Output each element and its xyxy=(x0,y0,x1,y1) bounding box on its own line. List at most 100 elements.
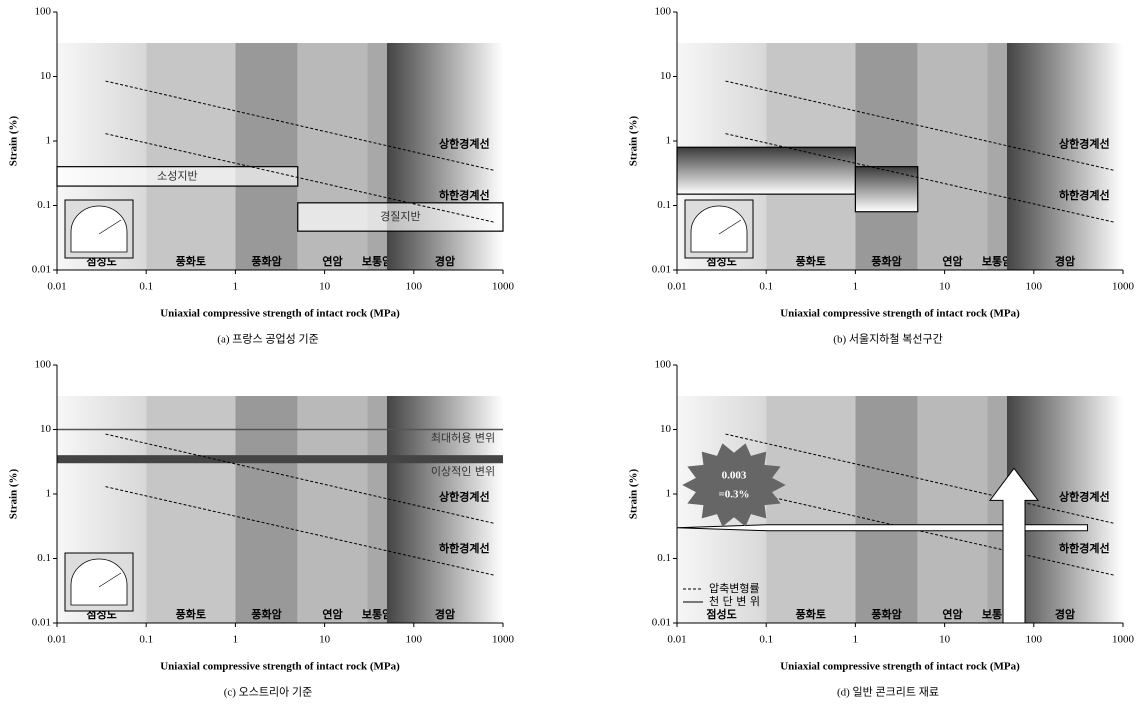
range-label: 경질지반 xyxy=(380,210,420,223)
x-axis-label: Uniaxial compressive strength of intact … xyxy=(780,308,1020,320)
x-tick-label: 0.01 xyxy=(667,634,686,646)
zone-label: 점성도 xyxy=(706,607,736,621)
x-tick-label: 10 xyxy=(319,634,331,646)
x-tick-label: 10 xyxy=(319,281,331,293)
arrow xyxy=(677,525,1088,531)
zone-label: 풍화암 xyxy=(251,254,281,268)
y-axis-label: Strain (%) xyxy=(628,115,640,166)
tunnel-shape xyxy=(71,206,127,252)
y-tick-label: 0.01 xyxy=(32,617,51,629)
callout-text: 0.003 xyxy=(722,470,747,482)
x-tick-label: 1000 xyxy=(492,281,515,293)
x-axis-label: Uniaxial compressive strength of intact … xyxy=(160,308,400,320)
zone-label: 풍화암 xyxy=(871,607,901,621)
series-label: 하한경계선 xyxy=(1059,541,1110,555)
zone xyxy=(367,43,387,270)
x-tick-label: 1 xyxy=(853,281,859,293)
zone xyxy=(1007,43,1123,270)
x-tick-label: 100 xyxy=(406,281,423,293)
series-label: 상한경계선 xyxy=(439,489,490,503)
x-tick-label: 0.01 xyxy=(667,281,686,293)
zone-label: 연암 xyxy=(322,607,342,621)
x-tick-label: 1000 xyxy=(492,634,515,646)
figure: 점성도풍화토풍화암연암보통암경암소성지반경질지반상한경계선하한경계선0.010.… xyxy=(0,0,1143,706)
y-axis-label: Strain (%) xyxy=(8,468,20,519)
tunnel-shape xyxy=(71,559,127,605)
zone xyxy=(235,43,297,270)
y-tick-label: 1 xyxy=(46,135,52,147)
range-label: 소성지반 xyxy=(157,169,197,182)
y-tick-label: 10 xyxy=(40,423,52,435)
x-axis-label: Uniaxial compressive strength of intact … xyxy=(160,661,400,673)
x-tick-label: 1 xyxy=(233,634,239,646)
x-tick-label: 0.1 xyxy=(139,634,153,646)
zone xyxy=(387,43,503,270)
caption: (b) 서울지하철 복선구간 xyxy=(833,332,942,346)
y-tick-label: 100 xyxy=(35,359,52,371)
zone xyxy=(298,43,367,270)
zone-label: 경암 xyxy=(435,607,455,621)
y-tick-label: 10 xyxy=(660,70,672,82)
y-tick-label: 0.01 xyxy=(652,264,671,276)
y-tick-label: 100 xyxy=(655,359,672,371)
zone xyxy=(918,396,987,623)
y-tick-label: 0.1 xyxy=(657,199,671,211)
caption: (a) 프랑스 공업성 기준 xyxy=(217,333,318,346)
zone xyxy=(766,396,855,623)
x-tick-label: 10 xyxy=(939,281,951,293)
zone xyxy=(146,43,235,270)
y-tick-label: 10 xyxy=(40,70,52,82)
y-tick-label: 0.1 xyxy=(37,199,51,211)
y-tick-label: 1 xyxy=(666,135,672,147)
x-tick-label: 1 xyxy=(233,281,239,293)
caption: (c) 오스트리아 기준 xyxy=(224,686,313,699)
y-tick-label: 100 xyxy=(655,6,672,18)
zone-label: 연암 xyxy=(942,254,962,268)
zone xyxy=(855,43,917,270)
x-tick-label: 0.1 xyxy=(759,281,773,293)
x-tick-label: 10 xyxy=(939,634,951,646)
series-label: 상한경계선 xyxy=(1059,489,1110,503)
series-label: 하한경계선 xyxy=(439,188,490,202)
y-axis-label: Strain (%) xyxy=(628,468,640,519)
zone xyxy=(855,396,917,623)
y-tick-label: 10 xyxy=(660,423,672,435)
x-tick-label: 0.1 xyxy=(139,281,153,293)
series-label: 상한경계선 xyxy=(1059,136,1110,150)
x-tick-label: 100 xyxy=(1026,634,1043,646)
y-tick-label: 0.01 xyxy=(652,617,671,629)
series-label: 상한경계선 xyxy=(439,136,490,150)
zone xyxy=(987,43,1007,270)
range-label: 이상적인 변위 xyxy=(431,465,495,478)
y-tick-label: 100 xyxy=(35,6,52,18)
y-axis-label: Strain (%) xyxy=(8,115,20,166)
zone-label: 연암 xyxy=(322,254,342,268)
legend-label: 천 단 변 위 xyxy=(709,594,760,608)
y-tick-label: 1 xyxy=(46,488,52,500)
range xyxy=(57,455,503,463)
callout-text: =0.3% xyxy=(718,489,749,501)
x-tick-label: 0.1 xyxy=(759,634,773,646)
x-tick-label: 1000 xyxy=(1112,634,1135,646)
zone-label: 경암 xyxy=(435,254,455,268)
zone-label: 경암 xyxy=(1055,607,1075,621)
x-tick-label: 1 xyxy=(853,634,859,646)
range xyxy=(677,147,855,194)
caption: (d) 일반 콘크리트 재료 xyxy=(837,685,939,699)
zone-label: 풍화암 xyxy=(871,254,901,268)
series-label: 하한경계선 xyxy=(1059,188,1110,202)
x-tick-label: 100 xyxy=(1026,281,1043,293)
tunnel-shape xyxy=(691,206,747,252)
zone-label: 풍화토 xyxy=(796,254,826,268)
series-label: 하한경계선 xyxy=(439,541,490,555)
range xyxy=(855,167,917,212)
zone-label: 연암 xyxy=(942,607,962,621)
zone-label: 경암 xyxy=(1055,254,1075,268)
zone-label: 풍화토 xyxy=(796,607,826,621)
zone-label: 풍화토 xyxy=(176,254,206,268)
zone xyxy=(918,43,987,270)
legend-label: 압축변형률 xyxy=(709,582,760,595)
y-tick-label: 0.01 xyxy=(32,264,51,276)
x-tick-label: 0.01 xyxy=(47,281,66,293)
x-axis-label: Uniaxial compressive strength of intact … xyxy=(780,661,1020,673)
